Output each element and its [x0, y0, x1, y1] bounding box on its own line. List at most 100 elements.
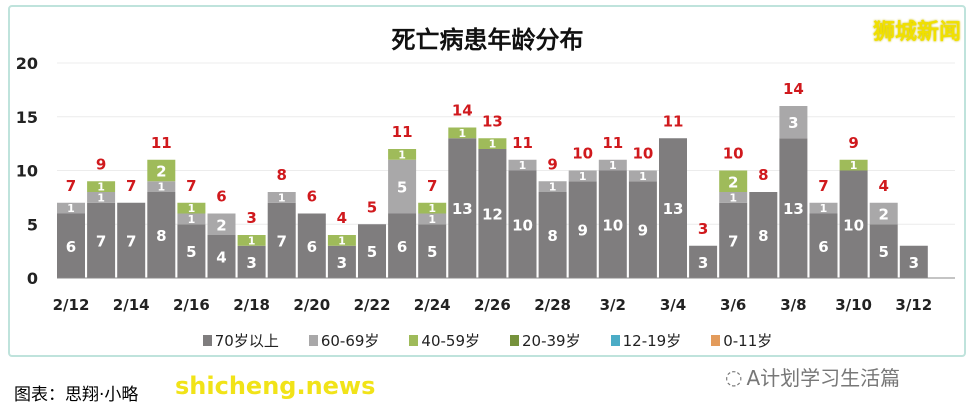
bar-segment-label: 1 — [579, 170, 587, 183]
bar-segment — [57, 202, 85, 214]
bar-segment — [87, 181, 116, 192]
bar-segment-label: 6 — [397, 238, 407, 256]
bar-segment-label: 3 — [909, 254, 919, 272]
y-tick-label: 15 — [16, 108, 38, 127]
total-label: 7 — [427, 177, 437, 195]
bar-segment — [207, 213, 236, 235]
bar-segment-label: 1 — [188, 213, 196, 226]
total-label: 9 — [547, 155, 557, 173]
bar-segment-label: 10 — [602, 216, 623, 234]
bar-segment — [448, 138, 477, 278]
bar-segment — [267, 202, 296, 278]
bar-segment — [177, 202, 206, 214]
bar-segment — [147, 159, 176, 182]
total-label: 6 — [307, 188, 317, 206]
total-label: 4 — [878, 177, 888, 195]
bar-segment — [719, 202, 748, 278]
bar-segment-label: 1 — [489, 138, 497, 151]
total-label: 11 — [602, 134, 623, 152]
bar-segment-label: 7 — [276, 232, 286, 250]
bar-segment-label: 1 — [428, 202, 436, 215]
x-tick-label: 3/2 — [600, 296, 626, 314]
bar-segment-label: 1 — [398, 148, 406, 161]
bar-segment-label: 12 — [482, 206, 503, 224]
legend-item: 40-59岁 — [409, 330, 480, 351]
bar-segment — [177, 224, 206, 278]
bar-segment-label: 5 — [367, 243, 377, 261]
bar-segment-label: 10 — [512, 216, 533, 234]
bar-segment — [869, 224, 898, 278]
bar-segment — [899, 245, 928, 278]
bar-segment-label: 8 — [758, 227, 768, 245]
bar-segment — [87, 192, 116, 203]
bar-segment-label: 13 — [452, 200, 473, 218]
y-tick-label: 0 — [27, 269, 38, 288]
total-label: 11 — [151, 134, 172, 152]
x-tick-label: 2/26 — [474, 296, 511, 314]
bar-segment-label: 1 — [157, 181, 165, 194]
total-label: 5 — [367, 198, 377, 216]
legend-swatch — [510, 335, 520, 346]
legend-swatch — [409, 335, 419, 346]
legend-swatch — [202, 335, 212, 346]
total-label: 9 — [848, 134, 858, 152]
bar-segment-label: 8 — [156, 227, 166, 245]
legend-label: 60-69岁 — [320, 332, 380, 350]
bar-segment — [598, 159, 627, 171]
legend-swatch — [610, 335, 620, 346]
legend-item: 60-69岁 — [308, 330, 380, 351]
bar-segment-label: 5 — [878, 243, 888, 261]
wechat-icon: ◌ — [725, 364, 743, 389]
total-label: 9 — [96, 155, 106, 173]
bar-segment — [508, 159, 537, 171]
legend-item: 70岁以上 — [202, 330, 279, 351]
legend-label: 0-11岁 — [723, 332, 773, 350]
bar-segment-label: 1 — [67, 202, 75, 215]
legend-label: 20-39岁 — [522, 332, 581, 350]
total-label: 3 — [246, 209, 256, 227]
bar-segment — [538, 192, 567, 278]
bar-segment-label: 10 — [843, 216, 864, 234]
bar-segment-label: 2 — [216, 216, 226, 234]
total-label: 7 — [126, 177, 136, 195]
bar-segment-label: 9 — [577, 222, 587, 240]
bar-segment — [327, 245, 356, 278]
legend-swatch — [711, 335, 721, 346]
bar-chart: 051015206172/127119772/148121151172/1642… — [16, 54, 955, 314]
bar-segment — [508, 170, 537, 278]
bar-segment — [779, 138, 808, 278]
bar-segment — [689, 245, 718, 278]
legend: 70岁以上 60-69岁 40-59岁 20-39岁 12-19岁 0-11岁 — [0, 330, 975, 351]
bar-segment-label: 7 — [96, 232, 106, 250]
bar-segment-label: 1 — [820, 202, 828, 215]
x-tick-label: 3/12 — [895, 296, 932, 314]
bar-segment — [839, 170, 868, 278]
bar-segment — [147, 192, 176, 278]
bar-segment-label: 1 — [729, 191, 737, 204]
bar-segment-label: 7 — [728, 232, 738, 250]
bar-segment — [327, 235, 356, 246]
bar-segment-label: 13 — [663, 200, 684, 218]
legend-label: 40-59岁 — [421, 332, 481, 350]
x-tick-label: 2/20 — [293, 296, 330, 314]
bar-segment-label: 1 — [850, 159, 858, 172]
bar-segment — [659, 138, 687, 278]
legend-item: 0-11岁 — [711, 330, 772, 351]
bar-segment-label: 6 — [818, 238, 828, 256]
total-label: 4 — [337, 209, 347, 227]
bar-segment-label: 3 — [788, 114, 798, 132]
x-tick-label: 3/8 — [780, 296, 806, 314]
y-tick-label: 10 — [16, 162, 38, 181]
bar-segment — [809, 213, 838, 278]
bar-segment-label: 2 — [728, 173, 738, 191]
bar-segment — [719, 192, 748, 203]
y-tick-label: 5 — [27, 215, 38, 234]
bar-segment — [478, 138, 507, 149]
x-tick-label: 3/6 — [720, 296, 746, 314]
total-label: 7 — [818, 177, 828, 195]
bar-segment — [478, 149, 507, 278]
bar-segment — [538, 181, 567, 192]
bar-segment — [418, 202, 447, 214]
chart-title: 死亡病患年龄分布 — [391, 26, 584, 54]
bar-segment-label: 1 — [338, 234, 346, 247]
